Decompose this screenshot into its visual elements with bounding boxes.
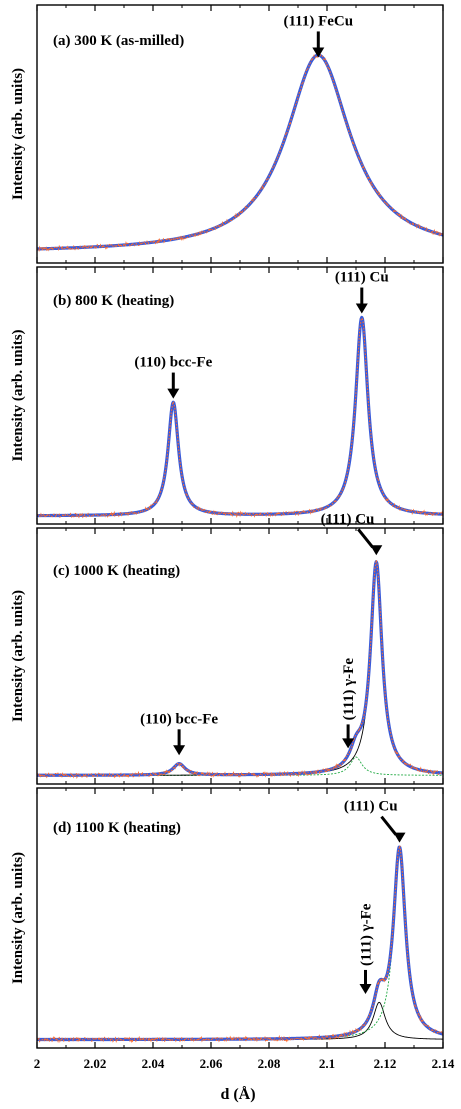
annotation-arrow-shaft	[357, 528, 374, 549]
component-peak-1	[37, 1001, 444, 1041]
y-axis-label: Intensity (arb. units)	[10, 68, 26, 200]
peak-annotation: (111) γ-Fe	[359, 903, 375, 966]
x-axis: 2 2.02 2.04 2.06 2.08 2.1 2.12 2.14	[34, 1056, 455, 1071]
component-peak-1	[37, 756, 444, 776]
fit-curve	[36, 53, 444, 251]
panel-b: (b) 800 K (heating) Intensity (arb. units…	[10, 266, 444, 525]
annotation-arrow-head	[359, 983, 372, 994]
x-tick-label: 2.12	[374, 1056, 397, 1071]
peak-annotation: (110) bcc-Fe	[140, 711, 218, 727]
panel-a: (a) 300 K (as-milled) Intensity (arb. uni…	[10, 4, 444, 264]
observed-data	[36, 52, 444, 253]
peak-annotation: (110) bcc-Fe	[134, 355, 212, 371]
annotation-arrow-shaft	[380, 815, 398, 836]
annotation-arrow-head	[312, 47, 325, 58]
annotation-arrow-head	[167, 388, 180, 399]
y-axis-label: Intensity (arb. units)	[10, 329, 26, 461]
annotation-arrow-head	[370, 545, 383, 556]
panels-layer: (a) 300 K (as-milled) Intensity (arb. uni…	[10, 4, 444, 1049]
x-tick-label: 2.14	[432, 1056, 455, 1071]
panel-label: (a) 300 K (as-milled)	[53, 33, 184, 49]
fit-curve	[36, 315, 444, 518]
panel-label: (c) 1000 K (heating)	[53, 563, 180, 579]
annotation-arrow-head	[173, 745, 186, 756]
peak-annotation: (111) γ-Fe	[341, 658, 357, 721]
x-axis-label: d (Å)	[220, 1085, 255, 1103]
component-peak-2	[37, 850, 444, 1040]
fit-curve	[36, 845, 444, 1042]
panel-c: (c) 1000 K (heating) Intensity (arb. unit…	[10, 511, 444, 785]
panel-d: (d) 1100 K (heating) Intensity (arb. unit…	[10, 787, 444, 1049]
panel-label: (b) 800 K (heating)	[53, 293, 174, 309]
peak-annotation: (111) Cu	[344, 799, 398, 815]
fit-curve	[36, 560, 444, 777]
x-tick-label: 2.04	[142, 1056, 165, 1071]
peak-annotation: (111) Cu	[321, 511, 375, 527]
observed-data	[36, 845, 444, 1044]
x-tick-label: 2.06	[200, 1056, 223, 1071]
peak-annotation: (111) FeCu	[284, 13, 354, 29]
x-tick-label: 2.08	[258, 1056, 281, 1071]
y-axis-label: Intensity (arb. units)	[10, 852, 26, 984]
observed-data	[36, 559, 444, 780]
observed-data	[36, 316, 444, 519]
annotation-arrow-head	[393, 832, 406, 843]
annotation-arrow-head	[342, 738, 355, 749]
y-axis-label: Intensity (arb. units)	[10, 590, 26, 722]
panel-label: (d) 1100 K (heating)	[53, 820, 181, 836]
x-tick-label: 2.1	[319, 1056, 335, 1071]
x-tick-label: 2	[34, 1056, 41, 1071]
peak-annotation: (111) Cu	[335, 270, 389, 286]
annotation-arrow-head	[355, 303, 368, 314]
x-tick-label: 2.02	[84, 1056, 107, 1071]
